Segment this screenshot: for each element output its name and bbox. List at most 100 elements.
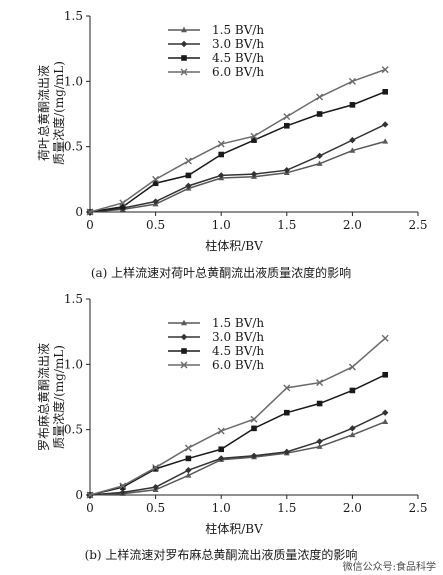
data-point bbox=[218, 455, 225, 462]
data-point bbox=[152, 464, 160, 472]
y-axis-label: 荷叶总黄酮流出液 质量浓度/(mg/mL) bbox=[36, 61, 66, 165]
data-point bbox=[120, 203, 126, 210]
legend-marker bbox=[181, 26, 187, 33]
legend-marker bbox=[181, 348, 187, 354]
data-point bbox=[250, 132, 258, 140]
series-line bbox=[89, 374, 386, 496]
data-point bbox=[284, 122, 290, 129]
y-tick-label: 0 bbox=[75, 488, 83, 502]
data-point bbox=[152, 198, 159, 205]
data-point bbox=[349, 147, 356, 153]
legend-marker bbox=[181, 319, 187, 326]
marker-stroke bbox=[316, 93, 324, 101]
x-axis-label: 柱体积/BV bbox=[205, 521, 263, 536]
data-point bbox=[382, 88, 388, 95]
marker-stroke bbox=[119, 199, 127, 207]
data-point bbox=[316, 443, 323, 449]
series-line bbox=[89, 140, 386, 213]
data-point bbox=[382, 138, 389, 144]
data-point bbox=[316, 111, 323, 117]
series-3-0-BV-h bbox=[86, 121, 389, 216]
y-tick-label: 1.5 bbox=[64, 292, 83, 306]
marker-stroke bbox=[348, 363, 356, 371]
legend-label: 3.0 BV/h bbox=[212, 37, 264, 51]
y-tick-label: 0.5 bbox=[64, 140, 83, 154]
data-point bbox=[120, 484, 126, 490]
x-tick-label: 0.5 bbox=[146, 218, 165, 232]
marker-stroke bbox=[283, 113, 291, 121]
data-point bbox=[251, 425, 257, 432]
x-tick-label: 2.0 bbox=[343, 501, 362, 515]
series-4-5-BV-h bbox=[87, 371, 388, 498]
figure-caption: (a) 上样流速对荷叶总黄酮流出液质量浓度的影响 bbox=[91, 265, 351, 280]
x-tick-label: 1.0 bbox=[212, 218, 231, 232]
figure-caption: (b) 上样流速对罗布麻总黄酮流出液质量浓度的影响 bbox=[85, 547, 358, 562]
marker-stroke bbox=[184, 157, 192, 165]
legend-label: 4.5 BV/h bbox=[212, 51, 264, 65]
x-axis-label: 柱体积/BV bbox=[205, 238, 263, 253]
y-axis-label: 罗布麻总黄酮流出液 质量浓度/(mg/mL) bbox=[36, 343, 66, 451]
data-point bbox=[86, 208, 94, 216]
legend-marker bbox=[180, 361, 188, 369]
legend-marker bbox=[181, 55, 187, 61]
legend-label: 6.0 BV/h bbox=[212, 65, 264, 79]
data-point bbox=[349, 431, 356, 438]
legend-label: 3.0 BV/h bbox=[212, 330, 264, 344]
series-line bbox=[89, 123, 386, 213]
data-point bbox=[382, 371, 388, 378]
legend-label: 6.0 BV/h bbox=[212, 358, 264, 372]
legend-marker bbox=[180, 40, 188, 48]
data-point bbox=[381, 66, 389, 74]
marker-stroke bbox=[119, 482, 127, 490]
series-1-5-BV-h bbox=[87, 138, 389, 215]
marker-stroke bbox=[381, 66, 389, 74]
marker-stroke bbox=[348, 77, 356, 85]
data-point bbox=[283, 113, 291, 121]
legend-marker bbox=[180, 68, 188, 76]
data-point bbox=[348, 77, 356, 85]
series-6-0-BV-h bbox=[86, 66, 389, 216]
marker-stroke bbox=[250, 132, 258, 140]
data-point bbox=[283, 384, 291, 392]
data-point bbox=[349, 136, 356, 144]
marker-stroke bbox=[283, 384, 291, 392]
series-line bbox=[89, 412, 386, 496]
marker-stroke bbox=[152, 175, 160, 183]
y-axis-label-line: 荷叶总黄酮流出液 bbox=[36, 65, 51, 161]
y-tick-label: 1.0 bbox=[64, 357, 83, 371]
watermark: 微信公众号:食品科学 bbox=[343, 560, 436, 573]
marker-stroke bbox=[152, 464, 160, 472]
y-tick-label: 0 bbox=[75, 205, 83, 219]
data-point bbox=[119, 489, 126, 496]
data-point bbox=[119, 199, 127, 207]
data-point bbox=[152, 466, 159, 472]
marker-stroke bbox=[86, 208, 94, 216]
data-point bbox=[316, 93, 324, 101]
series-6-0-BV-h bbox=[86, 334, 389, 499]
legend-marker bbox=[180, 333, 188, 341]
data-point bbox=[251, 137, 257, 143]
x-tick-label: 0 bbox=[86, 501, 94, 515]
legend-label: 4.5 BV/h bbox=[212, 344, 264, 358]
y-axis-label-line: 罗布麻总黄酮流出液 bbox=[36, 343, 51, 451]
data-point bbox=[86, 491, 94, 499]
data-point bbox=[217, 140, 225, 148]
data-point bbox=[185, 472, 192, 478]
chart-panel-a: 0 0.5 1.0 1.5 2.0 2.5 0 0.5 1.0 1.5 柱体积/BV 荷叶总黄酮流出液… bbox=[36, 9, 428, 280]
data-point bbox=[349, 102, 356, 108]
data-point bbox=[382, 418, 389, 425]
data-point bbox=[382, 409, 389, 416]
data-point bbox=[152, 180, 159, 187]
data-point bbox=[348, 363, 356, 371]
x-tick-label: 0.5 bbox=[146, 501, 165, 515]
x-tick-label: 1.5 bbox=[277, 218, 296, 232]
marker-stroke bbox=[250, 415, 258, 423]
marker-stroke bbox=[180, 68, 188, 76]
data-point bbox=[283, 448, 290, 456]
series-line bbox=[89, 337, 386, 496]
data-point bbox=[349, 387, 356, 394]
data-point bbox=[349, 425, 356, 432]
marker-stroke bbox=[381, 334, 389, 342]
marker-stroke bbox=[316, 379, 324, 387]
legend: 1.5 BV/h3.0 BV/h4.5 BV/h6.0 BV/h bbox=[168, 316, 264, 372]
